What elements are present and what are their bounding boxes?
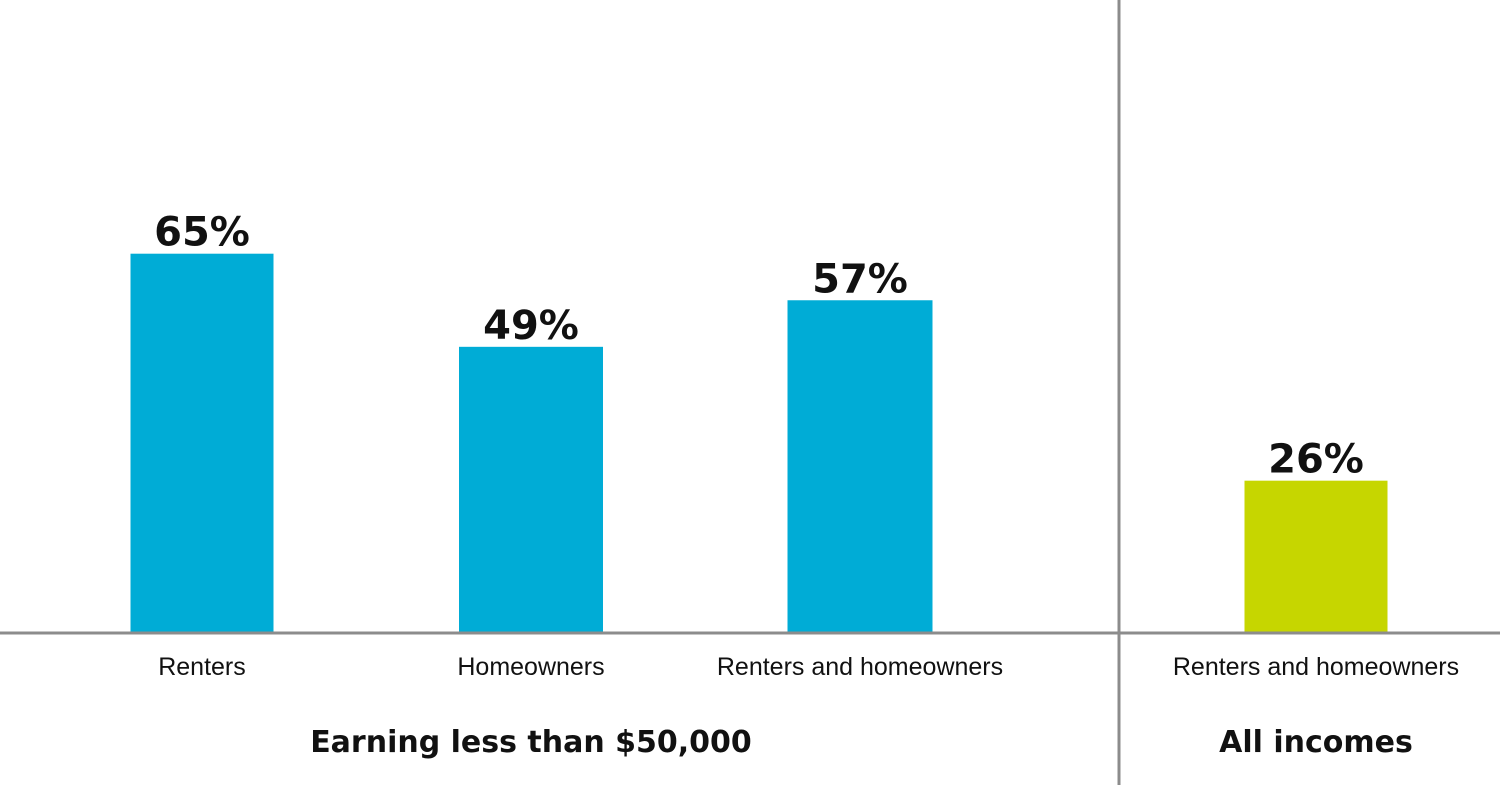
category-labels-layer: Renters Homeowners Renters and homeowners R… xyxy=(158,653,1459,681)
value-label-4: 26% xyxy=(1268,437,1364,483)
category-label-3: Renters and homeowners xyxy=(717,653,1003,681)
value-label-2: 49% xyxy=(483,303,579,349)
bar-4 xyxy=(1244,480,1388,632)
bar-3 xyxy=(787,300,933,632)
value-label-3: 57% xyxy=(812,256,908,302)
value-labels-layer: 65% 49% 57% 26% xyxy=(154,210,1364,483)
category-label-1: Renters xyxy=(158,653,246,681)
group-label-all-incomes: All incomes xyxy=(1219,725,1413,760)
group-label-low-income: Earning less than $50,000 xyxy=(310,725,752,760)
category-label-2: Homeowners xyxy=(457,653,604,681)
bar-2 xyxy=(459,346,603,632)
bar-1 xyxy=(130,253,274,632)
value-label-1: 65% xyxy=(154,210,250,256)
bars-layer xyxy=(130,253,1388,632)
category-label-4: Renters and homeowners xyxy=(1173,653,1459,681)
